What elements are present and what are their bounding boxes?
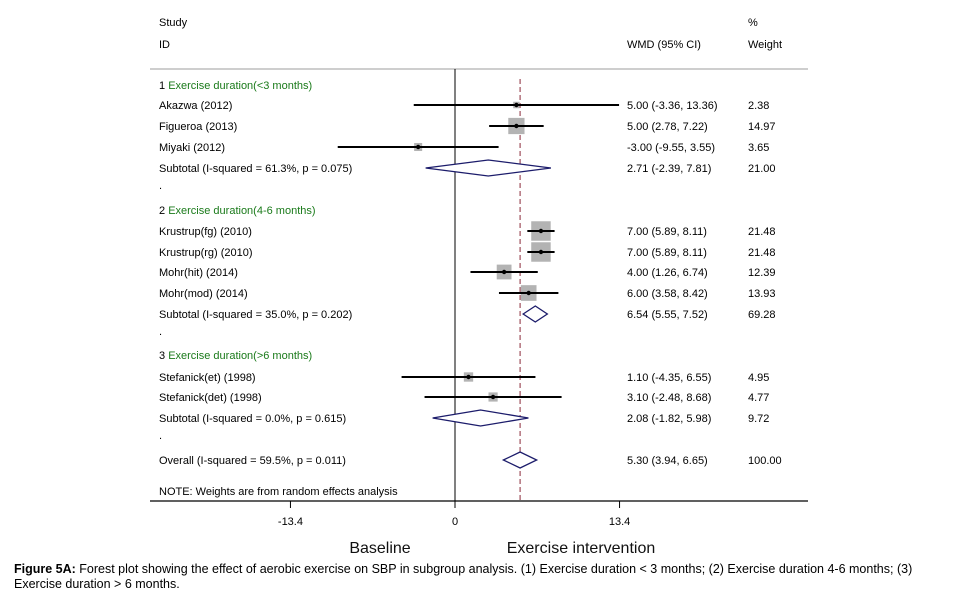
study-weight-text: 21.48 <box>748 226 776 238</box>
subtotal-weight-text: 69.28 <box>748 309 776 321</box>
study-name: Krustrup(rg) (2010) <box>159 247 253 259</box>
study-ci-text: 1.10 (-4.35, 6.55) <box>627 372 711 384</box>
figure-caption: Figure 5A: Forest plot showing the effec… <box>14 562 949 592</box>
header-effect: WMD (95% CI) <box>627 39 701 51</box>
study-name: Mohr(hit) (2014) <box>159 267 238 279</box>
study-weight-text: 4.95 <box>748 372 769 384</box>
caption-label: Figure 5A: <box>14 562 76 576</box>
study-name: Akazwa (2012) <box>159 100 232 112</box>
study-name: Stefanick(det) (1998) <box>159 392 262 404</box>
study-point-estimate <box>538 228 544 234</box>
header-study: Study <box>159 17 188 29</box>
x-axis-right-label: Exercise intervention <box>507 540 656 557</box>
study-point-estimate <box>526 290 531 296</box>
study-weight-text: 3.65 <box>748 142 769 154</box>
study-ci-text: 4.00 (1.26, 6.74) <box>627 267 708 279</box>
overall-diamond <box>501 451 539 469</box>
subtotal-weight-text: 9.72 <box>748 413 769 425</box>
study-name: Krustrup(fg) (2010) <box>159 226 252 238</box>
overall-label: Overall (I-squared = 59.5%, p = 0.011) <box>159 455 346 467</box>
overall-weight-text: 100.00 <box>748 455 782 467</box>
study-point-estimate <box>514 102 519 108</box>
study-ci-text: 5.00 (2.78, 7.22) <box>627 121 708 133</box>
study-point-estimate <box>490 394 496 400</box>
study-point-estimate <box>466 374 471 380</box>
study-weight-text: 12.39 <box>748 267 776 279</box>
study-ci-text: 7.00 (5.89, 8.11) <box>627 247 707 259</box>
study-ci-text: 5.00 (-3.36, 13.36) <box>627 100 718 112</box>
header-weight: Weight <box>748 39 782 51</box>
group-heading-1: 1 Exercise duration(<3 months) <box>159 80 312 92</box>
study-ci-text: -3.00 (-9.55, 3.55) <box>627 142 715 154</box>
subtotal-diamond <box>521 305 549 323</box>
subtotal-label: Subtotal (I-squared = 0.0%, p = 0.615) <box>159 413 346 425</box>
x-tick-label: 13.4 <box>609 516 630 528</box>
caption-text: Forest plot showing the effect of aerobi… <box>14 562 913 591</box>
study-ci-text: 7.00 (5.89, 8.11) <box>627 226 707 238</box>
weights-note: NOTE: Weights are from random effects an… <box>159 486 398 498</box>
forest-plot: Study ID WMD (95% CI)% Weight 1 Exercise dur… <box>150 17 808 557</box>
subtotal-ci-text: 6.54 (5.55, 7.52) <box>627 309 708 321</box>
subtotal-weight-text: 21.00 <box>748 163 776 175</box>
x-axis-left-label: Baseline <box>349 540 410 557</box>
overall-ci-text: 5.30 (3.94, 6.65) <box>627 455 708 467</box>
study-point-estimate <box>501 269 507 275</box>
group-heading-3: 3 Exercise duration(>6 months) <box>159 350 312 362</box>
group-number: 1 <box>159 80 168 92</box>
subtotal-ci-text: 2.08 (-1.82, 5.98) <box>627 413 711 425</box>
study-name: Miyaki (2012) <box>159 142 225 154</box>
group-label: Exercise duration(<3 months) <box>168 80 312 92</box>
subtotal-ci-text: 2.71 (-2.39, 7.81) <box>627 163 711 175</box>
group-number: 2 <box>159 205 168 217</box>
group-heading-2: 2 Exercise duration(4-6 months) <box>159 205 316 217</box>
group-label: Exercise duration(>6 months) <box>168 350 312 362</box>
study-point-estimate <box>514 123 519 129</box>
study-ci-text: 6.00 (3.58, 8.42) <box>627 288 708 300</box>
header-id: ID <box>159 39 170 51</box>
study-name: Mohr(mod) (2014) <box>159 288 248 300</box>
study-point-estimate <box>538 249 544 255</box>
subtotal-label: Subtotal (I-squared = 61.3%, p = 0.075) <box>159 163 352 175</box>
study-point-estimate <box>415 144 421 150</box>
study-weight-text: 4.77 <box>748 392 769 404</box>
spacer-dot: . <box>159 430 162 442</box>
subtotal-diamond <box>432 409 529 427</box>
study-ci-text: 3.10 (-2.48, 8.68) <box>627 392 711 404</box>
x-tick-label: 0 <box>452 516 458 528</box>
study-weight-text: 14.97 <box>748 121 776 133</box>
header-weight-pct: % <box>748 17 758 29</box>
x-tick-label: -13.4 <box>278 516 303 528</box>
subtotal-diamond <box>425 159 551 177</box>
group-label: Exercise duration(4-6 months) <box>168 205 315 217</box>
study-weight-text: 13.93 <box>748 288 776 300</box>
spacer-dot: . <box>159 326 162 338</box>
subtotal-label: Subtotal (I-squared = 35.0%, p = 0.202) <box>159 309 352 321</box>
study-weight-text: 21.48 <box>748 247 776 259</box>
study-name: Stefanick(et) (1998) <box>159 372 256 384</box>
group-number: 3 <box>159 350 168 362</box>
spacer-dot: . <box>159 180 162 192</box>
study-name: Figueroa (2013) <box>159 121 237 133</box>
study-weight-text: 2.38 <box>748 100 769 112</box>
